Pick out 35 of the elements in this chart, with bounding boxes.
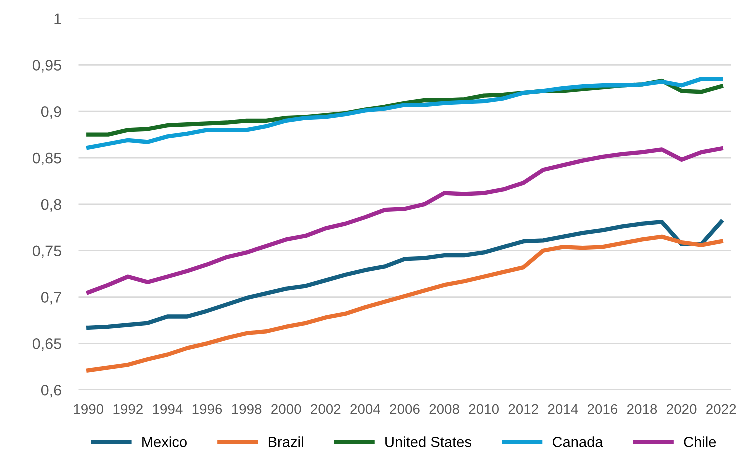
x-tick-label: 1992 (114, 404, 143, 414)
x-tick-label: 1998 (232, 404, 262, 414)
y-tick-label: 0,9 (41, 106, 62, 120)
x-tick-label: 2000 (272, 404, 302, 414)
y-tick-label: 0,8 (41, 199, 62, 212)
y-tick-label: 0,95 (32, 60, 62, 73)
legend-label: Canada (552, 436, 604, 448)
x-tick-label: 2022 (706, 404, 736, 414)
x-tick-label: 2018 (628, 404, 658, 414)
x-tick-label: 2006 (390, 404, 420, 414)
x-tick-label: 1990 (74, 404, 104, 414)
x-tick-label: 2008 (430, 404, 460, 414)
x-tick-label: 2002 (311, 404, 341, 414)
line-series (86, 234, 724, 373)
line-series (86, 146, 724, 295)
legend-label: Mexico (142, 436, 187, 448)
x-tick-label: 1994 (153, 404, 183, 414)
legend-label: Brazil (268, 436, 304, 448)
y-tick-label: 0,85 (32, 152, 62, 166)
x-tick-label: 2004 (350, 404, 380, 414)
y-tick-label: 1 (54, 14, 62, 24)
legend-label: United States (386, 436, 472, 448)
x-tick-label: 2012 (508, 404, 538, 414)
legend-label: Chile (684, 436, 716, 448)
line-series (86, 220, 724, 330)
x-tick-label: 2016 (588, 404, 618, 414)
y-tick-label: 0,75 (32, 246, 62, 258)
x-tick-label: 2010 (469, 404, 499, 414)
y-tick-label: 0,6 (41, 384, 62, 398)
x-tick-label: 1996 (192, 404, 222, 414)
y-tick-label: 0,7 (41, 292, 62, 305)
x-tick-label: 2020 (667, 404, 697, 414)
line-series (86, 77, 724, 150)
x-tick-label: 2014 (548, 404, 578, 414)
y-tick-label: 0,65 (32, 338, 62, 352)
